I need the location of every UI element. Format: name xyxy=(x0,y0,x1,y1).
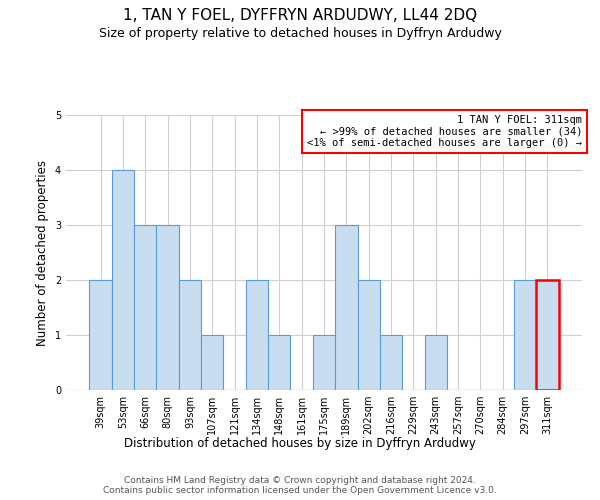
Bar xyxy=(536,280,559,390)
Text: 1, TAN Y FOEL, DYFFRYN ARDUDWY, LL44 2DQ: 1, TAN Y FOEL, DYFFRYN ARDUDWY, LL44 2DQ xyxy=(123,8,477,22)
Bar xyxy=(313,335,335,390)
Bar xyxy=(335,225,358,390)
Y-axis label: Number of detached properties: Number of detached properties xyxy=(37,160,49,346)
Bar xyxy=(112,170,134,390)
Text: Contains HM Land Registry data © Crown copyright and database right 2024.
Contai: Contains HM Land Registry data © Crown c… xyxy=(103,476,497,495)
Bar xyxy=(201,335,223,390)
Bar xyxy=(246,280,268,390)
Bar xyxy=(89,280,112,390)
Text: Distribution of detached houses by size in Dyffryn Ardudwy: Distribution of detached houses by size … xyxy=(124,438,476,450)
Bar xyxy=(380,335,402,390)
Bar xyxy=(157,225,179,390)
Bar xyxy=(425,335,447,390)
Text: Size of property relative to detached houses in Dyffryn Ardudwy: Size of property relative to detached ho… xyxy=(98,28,502,40)
Text: 1 TAN Y FOEL: 311sqm
← >99% of detached houses are smaller (34)
<1% of semi-deta: 1 TAN Y FOEL: 311sqm ← >99% of detached … xyxy=(307,115,582,148)
Bar xyxy=(134,225,157,390)
Bar xyxy=(179,280,201,390)
Bar xyxy=(358,280,380,390)
Bar xyxy=(514,280,536,390)
Bar xyxy=(268,335,290,390)
